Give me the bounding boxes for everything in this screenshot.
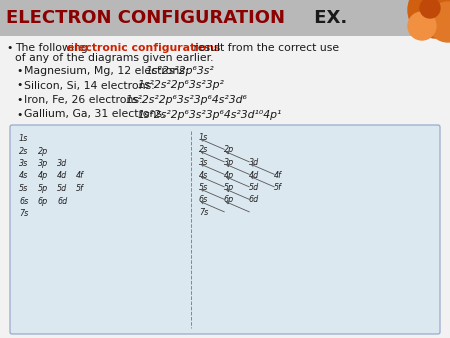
Text: 4d: 4d [249,170,259,179]
Text: 3d: 3d [249,158,259,167]
Text: 4s: 4s [199,170,208,179]
Text: 5f: 5f [76,184,84,193]
Text: 4f: 4f [274,170,282,179]
Text: 5d: 5d [249,183,259,192]
FancyBboxPatch shape [0,0,450,36]
Text: 4p: 4p [38,171,48,180]
Text: 5p: 5p [38,184,48,193]
Text: 5s: 5s [199,183,208,192]
Text: 2p: 2p [38,146,48,155]
Circle shape [408,12,436,40]
Text: 1s²2s²2p⁶3s²: 1s²2s²2p⁶3s² [145,66,214,76]
Text: 6p: 6p [224,195,234,204]
Text: result from the correct use: result from the correct use [190,43,339,53]
Text: Gallium, Ga, 31 electrons:: Gallium, Ga, 31 electrons: [24,110,173,120]
Text: 1s²2s²2p⁶3s²3p⁶4s²3d⁶: 1s²2s²2p⁶3s²3p⁶4s²3d⁶ [125,95,247,105]
Text: Iron, Fe, 26 electrons:: Iron, Fe, 26 electrons: [24,95,149,105]
Text: 1s: 1s [199,133,208,142]
Text: 1s: 1s [19,134,28,143]
Text: 4s: 4s [19,171,28,180]
Text: 1s²2s²2p⁶3s²3p²: 1s²2s²2p⁶3s²3p² [137,80,224,91]
Text: •: • [16,80,22,91]
Text: 5d: 5d [57,184,67,193]
Text: 4p: 4p [224,170,234,179]
FancyBboxPatch shape [10,125,440,334]
Text: EX.: EX. [308,9,347,27]
Circle shape [420,0,440,18]
Text: 3d: 3d [57,159,67,168]
Text: of any of the diagrams given earlier.: of any of the diagrams given earlier. [15,53,213,63]
Text: 3s: 3s [199,158,208,167]
Circle shape [408,0,450,38]
Text: 1s²2s²2p⁶3s²3p⁶4s²3d¹⁰4p¹: 1s²2s²2p⁶3s²3p⁶4s²3d¹⁰4p¹ [137,110,282,120]
Text: 3p: 3p [38,159,48,168]
Text: 6d: 6d [249,195,259,204]
Text: 5s: 5s [19,184,28,193]
Text: 6s: 6s [199,195,208,204]
Text: 6d: 6d [57,196,67,206]
Text: 5f: 5f [274,183,282,192]
Text: 4d: 4d [57,171,67,180]
Text: 2p: 2p [224,145,234,154]
Text: Magnesium, Mg, 12 electrons:: Magnesium, Mg, 12 electrons: [24,66,195,76]
Text: 3s: 3s [19,159,28,168]
Text: ELECTRON CONFIGURATION: ELECTRON CONFIGURATION [6,9,285,27]
Text: •: • [16,110,22,120]
Text: 7s: 7s [19,209,28,218]
Text: electronic configurations: electronic configurations [67,43,220,53]
Text: Silicon, Si, 14 electrons:: Silicon, Si, 14 electrons: [24,80,162,91]
Text: 2s: 2s [19,146,28,155]
Text: 3p: 3p [224,158,234,167]
Text: 7s: 7s [199,208,208,217]
Circle shape [428,2,450,42]
Text: •: • [16,95,22,105]
FancyBboxPatch shape [0,36,450,338]
Text: 2s: 2s [199,145,208,154]
Text: 4f: 4f [76,171,84,180]
Text: 6p: 6p [38,196,48,206]
Text: The following: The following [15,43,91,53]
Text: •: • [16,66,22,76]
Text: 5p: 5p [224,183,234,192]
Text: 6s: 6s [19,196,28,206]
Text: •: • [6,43,13,53]
